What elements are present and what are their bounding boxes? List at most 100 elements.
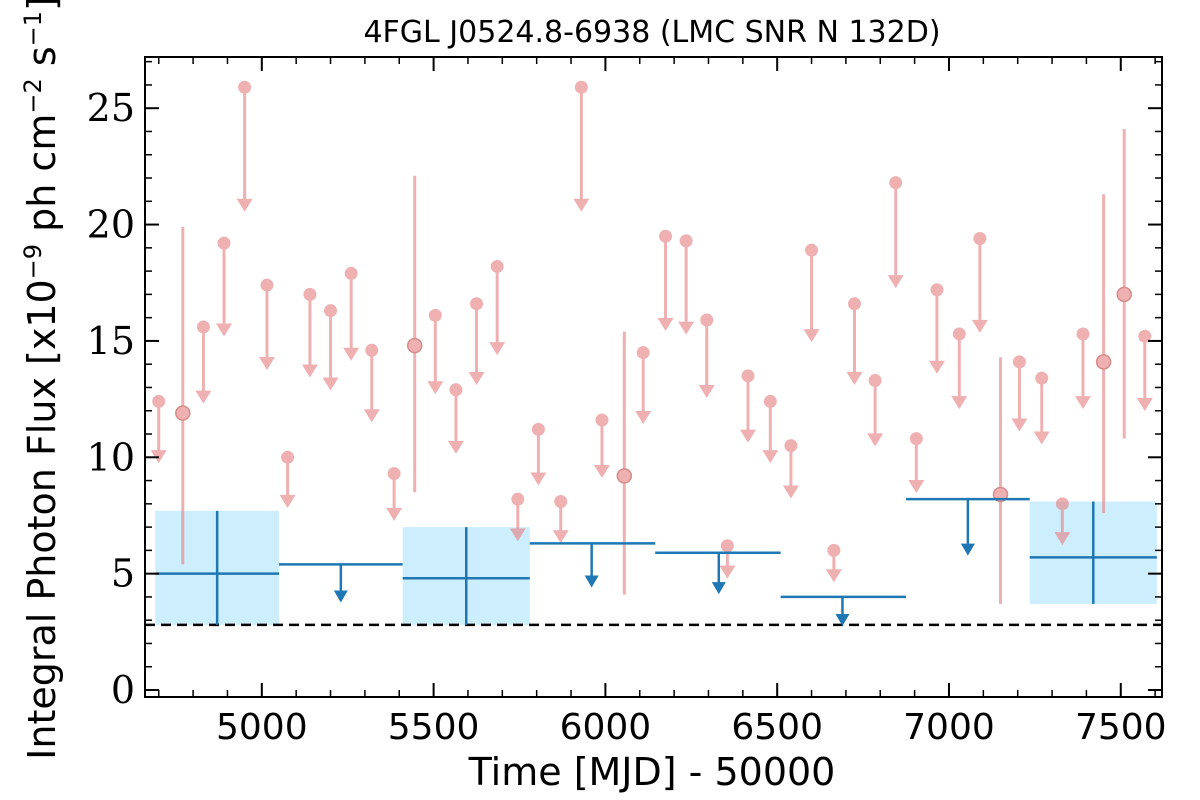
upper-limit-point [490, 259, 504, 273]
upper-limit-point [365, 343, 379, 357]
short-bin-upper-limit [739, 369, 756, 443]
upper-limit-arrow [928, 360, 945, 374]
short-bin-detection [406, 175, 423, 493]
short-bin-detection [1095, 194, 1112, 514]
x-tick-label: 6000 [560, 707, 652, 748]
upper-limit-arrow [386, 507, 403, 521]
upper-limit-arrow [971, 319, 988, 333]
short-bin-upper-limit [1136, 329, 1153, 412]
long-bin-upper-limit [906, 497, 1030, 556]
short-bin-upper-limit [301, 287, 318, 378]
short-bin-upper-limit [552, 495, 569, 544]
short-bin-upper-limit [447, 383, 464, 454]
short-bin-upper-limit [698, 313, 715, 398]
short-bin-upper-limit [363, 343, 380, 423]
detection-point [406, 337, 423, 354]
upper-limit-point [784, 439, 798, 453]
upper-limit-point [260, 278, 274, 292]
upper-limit-arrow [363, 409, 380, 423]
short-bin-upper-limit [846, 297, 863, 385]
short-bin-upper-limit [719, 539, 736, 579]
upper-limit-point [1076, 327, 1090, 341]
short-bin-upper-limit [1033, 371, 1050, 445]
long-bin-detection [1029, 501, 1157, 604]
short-bin-upper-limit [322, 304, 339, 391]
upper-limit-point [763, 394, 777, 408]
upper-limit-arrow [739, 429, 756, 443]
short-bin-upper-limit [150, 394, 167, 464]
short-bin-upper-limit [593, 413, 610, 479]
short-bin-detection [616, 331, 633, 595]
short-bin-detection [175, 226, 191, 565]
long-bin-series [155, 497, 1157, 626]
y-axis-label: Integral Photon Flux [x10−9 ph cm−2 s−1] [19, 0, 64, 760]
short-bin-upper-limit [279, 450, 296, 508]
short-bin-upper-limit [1054, 497, 1071, 546]
short-bin-upper-limit [509, 492, 526, 542]
upper-limit-arrow [593, 465, 610, 479]
y-tick-label: 5 [111, 552, 135, 596]
short-bin-upper-limit [343, 266, 360, 361]
upper-limit-point [847, 297, 861, 311]
upper-limit-arrow [301, 364, 318, 378]
upper-limit-point [868, 373, 882, 387]
upper-limit-point [238, 80, 252, 94]
short-bin-upper-limit [867, 373, 884, 447]
short-bin-upper-limit [1011, 355, 1028, 432]
short-bin-upper-limit [216, 236, 233, 337]
short-bin-upper-limit [530, 422, 547, 486]
upper-limit-arrow [951, 396, 968, 410]
short-bin-upper-limit [782, 439, 799, 499]
upper-limit-arrow [782, 485, 799, 499]
long-bin-detection [402, 527, 530, 625]
upper-limit-point [636, 346, 650, 360]
short-bin-upper-limit [657, 229, 674, 331]
short-bin-upper-limit [825, 543, 842, 583]
upper-limit-arrow [1136, 398, 1153, 412]
y-tick-label: 25 [87, 86, 135, 130]
upper-limit-point [595, 413, 609, 427]
upper-limit-point [741, 369, 755, 383]
y-tick-label: 20 [87, 203, 135, 247]
upper-limit-arrow [803, 329, 820, 343]
short-bin-upper-limit [887, 176, 904, 289]
short-bin-upper-limit [928, 283, 945, 374]
upper-limit-point [470, 297, 484, 311]
upper-limit-point [659, 229, 673, 243]
upper-limit-arrow [509, 528, 526, 542]
upper-limit-arrow [846, 371, 863, 385]
short-bin-upper-limit [573, 80, 590, 212]
short-bin-detection [1116, 129, 1132, 439]
upper-limit-arrow [530, 472, 547, 486]
upper-limit-point [720, 539, 734, 553]
upper-limit-point [303, 287, 317, 301]
axis-ticks [145, 57, 1162, 697]
upper-limit-point [574, 80, 588, 94]
upper-limit-arrow [489, 342, 506, 356]
short-bin-upper-limit [762, 394, 779, 464]
upper-limit-arrow [343, 347, 360, 361]
upper-limit-arrow [1074, 396, 1091, 410]
y-tick-label: 10 [87, 435, 135, 479]
upper-limit-point [196, 320, 210, 334]
short-bin-upper-limit [427, 308, 444, 395]
plot-frame [144, 56, 1163, 698]
long-bin-limit-arrow [835, 613, 850, 626]
x-tick-labels: 5000 5500 6000 6500 7000 7500 [216, 707, 1167, 748]
short-bin-upper-limit [1074, 327, 1091, 410]
upper-limit-point [554, 495, 568, 509]
upper-limit-point [428, 308, 442, 322]
long-bin-upper-limit [278, 563, 403, 603]
upper-limit-point [679, 234, 693, 248]
upper-limit-point [1012, 355, 1026, 369]
upper-limit-point [449, 383, 463, 397]
short-bin-upper-limit [258, 278, 275, 371]
x-tick-label: 7500 [1075, 707, 1167, 748]
upper-limit-arrow [195, 390, 212, 404]
upper-limit-point [387, 467, 401, 481]
long-bin-upper-limit [529, 542, 656, 588]
upper-limit-arrow [279, 494, 296, 508]
upper-limit-arrow [1033, 431, 1050, 445]
upper-limit-point [805, 243, 819, 257]
